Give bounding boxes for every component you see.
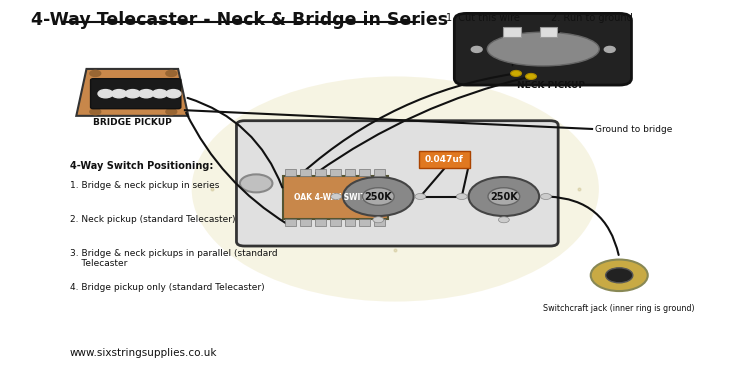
Circle shape [526, 73, 537, 79]
Text: STRING: STRING [366, 193, 425, 207]
Circle shape [469, 177, 539, 216]
FancyBboxPatch shape [359, 169, 370, 176]
Circle shape [139, 90, 154, 98]
Circle shape [471, 46, 482, 53]
Text: 3. Bridge & neck pickups in parallel (standard
    Telecaster: 3. Bridge & neck pickups in parallel (st… [69, 249, 277, 268]
Circle shape [166, 70, 177, 76]
Text: 2. Run to ground: 2. Run to ground [551, 12, 633, 23]
FancyBboxPatch shape [344, 169, 355, 176]
Circle shape [604, 46, 615, 53]
Polygon shape [77, 69, 188, 116]
Circle shape [152, 90, 167, 98]
FancyBboxPatch shape [286, 169, 296, 176]
Circle shape [90, 109, 101, 115]
Circle shape [606, 268, 633, 283]
Circle shape [240, 174, 272, 192]
Text: Ground to bridge: Ground to bridge [595, 125, 673, 134]
Circle shape [456, 194, 467, 200]
Text: 2. Neck pickup (standard Telecaster): 2. Neck pickup (standard Telecaster) [69, 215, 235, 224]
FancyBboxPatch shape [91, 79, 181, 109]
Circle shape [540, 194, 551, 200]
FancyBboxPatch shape [454, 13, 631, 85]
FancyBboxPatch shape [236, 121, 558, 246]
FancyBboxPatch shape [330, 169, 341, 176]
FancyBboxPatch shape [315, 169, 326, 176]
Ellipse shape [487, 32, 599, 66]
FancyBboxPatch shape [315, 219, 326, 226]
Text: Switchcraft jack (inner ring is ground): Switchcraft jack (inner ring is ground) [543, 304, 695, 313]
Circle shape [330, 194, 342, 200]
Circle shape [343, 177, 414, 216]
Circle shape [362, 188, 394, 205]
Text: BRIDGE PICKUP: BRIDGE PICKUP [93, 118, 172, 127]
Text: www.sixstringsupplies.co.uk: www.sixstringsupplies.co.uk [69, 349, 217, 358]
FancyBboxPatch shape [503, 27, 521, 37]
FancyBboxPatch shape [300, 219, 311, 226]
Circle shape [90, 70, 101, 76]
Text: SIX: SIX [372, 151, 419, 175]
Text: NECK PICKUP: NECK PICKUP [517, 81, 585, 90]
Circle shape [498, 217, 509, 223]
Circle shape [415, 194, 426, 200]
Circle shape [166, 109, 177, 115]
FancyBboxPatch shape [283, 176, 389, 219]
Circle shape [98, 90, 113, 98]
Circle shape [125, 90, 140, 98]
Circle shape [191, 76, 599, 302]
Text: 250K: 250K [490, 192, 517, 201]
FancyBboxPatch shape [359, 219, 370, 226]
Circle shape [166, 90, 181, 98]
FancyBboxPatch shape [330, 219, 341, 226]
Text: 4-Way Switch Positioning:: 4-Way Switch Positioning: [69, 161, 213, 171]
FancyBboxPatch shape [286, 219, 296, 226]
FancyBboxPatch shape [539, 27, 557, 37]
Text: 4. Bridge pickup only (standard Telecaster): 4. Bridge pickup only (standard Telecast… [69, 283, 264, 292]
Circle shape [511, 70, 522, 76]
FancyBboxPatch shape [374, 169, 385, 176]
Text: 250K: 250K [364, 192, 392, 201]
Circle shape [488, 188, 520, 205]
Circle shape [591, 260, 648, 291]
Circle shape [112, 90, 127, 98]
FancyBboxPatch shape [374, 219, 385, 226]
Text: 4-Way Telecaster - Neck & Bridge in Series: 4-Way Telecaster - Neck & Bridge in Seri… [31, 11, 447, 29]
Text: 1. Bridge & neck pickup in series: 1. Bridge & neck pickup in series [69, 181, 219, 191]
FancyBboxPatch shape [419, 152, 470, 168]
Text: OAK 4-WAY SWITCH: OAK 4-WAY SWITCH [294, 193, 378, 202]
FancyBboxPatch shape [344, 219, 355, 226]
Text: 1. Cut this wire: 1. Cut this wire [446, 12, 520, 23]
Text: 0.047uf: 0.047uf [425, 155, 464, 164]
Circle shape [373, 217, 383, 223]
Text: SUPPLIES: SUPPLIES [365, 222, 425, 231]
FancyBboxPatch shape [300, 169, 311, 176]
